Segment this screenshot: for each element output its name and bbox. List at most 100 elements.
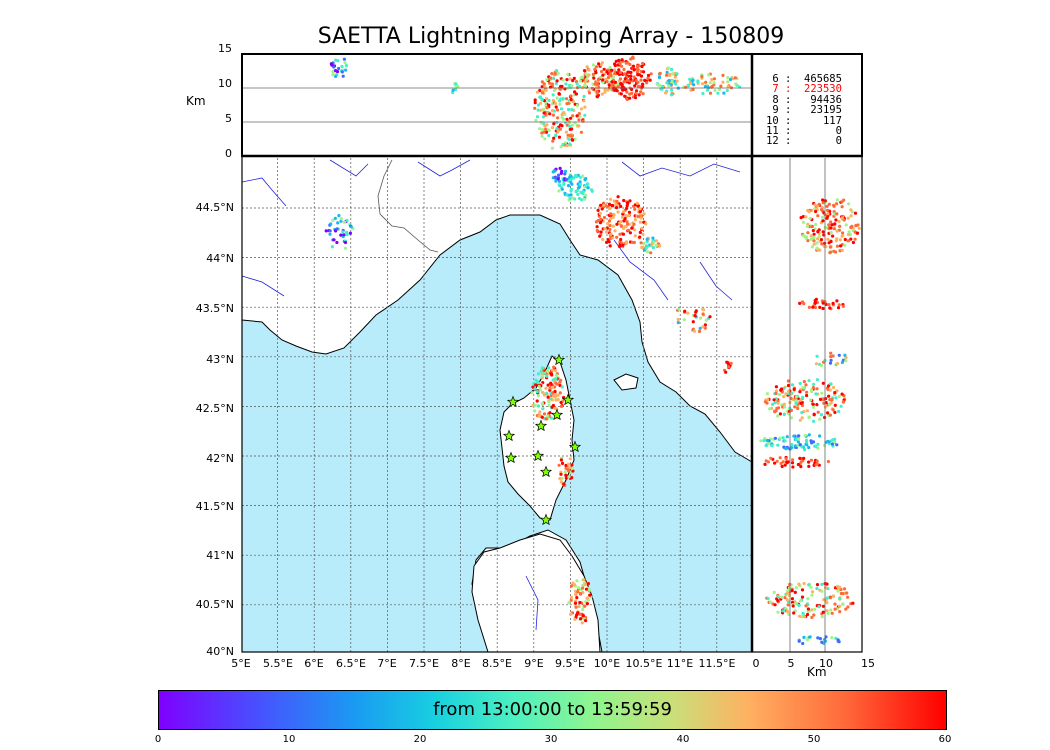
lightning-source — [831, 408, 835, 412]
lightning-source — [587, 91, 592, 95]
lightning-source — [829, 230, 833, 235]
lightning-source — [824, 401, 828, 405]
lightning-source — [649, 251, 653, 255]
lightning-source — [595, 91, 599, 95]
lightning-source — [793, 609, 797, 613]
lightning-source — [826, 208, 830, 212]
lightning-source — [793, 405, 797, 409]
lightning-source — [554, 179, 558, 183]
lightning-source — [843, 353, 847, 357]
lightning-source — [339, 219, 343, 223]
lightning-source — [790, 443, 794, 447]
lightning-source — [704, 318, 708, 322]
lightning-source — [618, 70, 622, 75]
lightning-source — [553, 101, 558, 105]
lightning-source — [807, 210, 811, 214]
lightning-source — [851, 228, 855, 232]
lightning-source — [817, 605, 821, 609]
lightning-source — [613, 63, 617, 68]
lightning-source — [342, 220, 346, 224]
lightning-source — [579, 592, 583, 596]
lightning-source — [815, 459, 819, 463]
lightning-source — [803, 433, 807, 437]
lightning-source — [552, 76, 556, 81]
lightning-source — [821, 219, 825, 223]
lightning-source — [547, 128, 551, 132]
lightning-source — [693, 314, 697, 318]
lightning-source — [548, 411, 552, 415]
lightning-source — [840, 200, 844, 204]
lightning-source — [772, 590, 776, 595]
lightning-source — [786, 383, 791, 388]
lightning-source — [542, 412, 547, 416]
lightning-source — [603, 227, 607, 231]
lightning-source — [806, 231, 810, 235]
lon-tick: 11.5°E — [698, 657, 736, 670]
lightning-source — [569, 598, 573, 602]
lightning-source — [552, 136, 556, 140]
lightning-source — [622, 198, 626, 203]
lightning-source — [828, 596, 833, 600]
lightning-source — [704, 80, 708, 84]
lightning-source — [838, 597, 842, 601]
lightning-source — [556, 393, 560, 397]
lightning-source — [782, 412, 786, 417]
lightning-source — [791, 458, 795, 462]
lightning-source — [534, 118, 538, 122]
station-star-icon — [568, 440, 582, 453]
river — [699, 261, 733, 301]
lightning-source — [646, 76, 650, 80]
lightning-source — [683, 309, 687, 313]
lightning-source — [627, 228, 631, 232]
lightning-source — [791, 604, 795, 608]
lightning-source — [567, 124, 572, 128]
lightning-source — [800, 445, 804, 449]
lightning-source — [832, 440, 836, 444]
lightning-source — [583, 69, 587, 73]
lightning-source — [814, 463, 818, 467]
lightning-source — [550, 82, 554, 86]
lightning-source — [557, 92, 561, 96]
lightning-source — [550, 109, 555, 113]
lightning-source — [584, 193, 588, 197]
lightning-source — [686, 83, 690, 87]
lightning-source — [713, 88, 717, 92]
lightning-source — [562, 111, 566, 115]
lightning-source — [813, 203, 817, 207]
lightning-source — [776, 401, 780, 405]
lightning-source — [543, 137, 547, 141]
lightning-source — [566, 467, 570, 471]
lightning-source — [701, 91, 705, 96]
lightning-source — [708, 81, 712, 85]
lightning-source — [608, 72, 612, 76]
lon-tick: 8.5°E — [482, 657, 512, 670]
lightning-source — [642, 241, 646, 246]
lightning-source — [571, 138, 575, 142]
lightning-source — [816, 442, 820, 446]
lightning-source — [637, 93, 641, 97]
lightning-source — [818, 248, 822, 252]
lightning-source — [821, 610, 825, 614]
lightning-source — [809, 237, 813, 241]
lightning-source — [536, 372, 541, 376]
lightning-source — [825, 609, 829, 613]
lightning-source — [769, 456, 773, 460]
lightning-source — [666, 66, 670, 70]
lightning-source — [701, 312, 705, 316]
lightning-source — [641, 61, 645, 66]
lightning-source — [328, 232, 332, 236]
lon-tick: 5.5°E — [263, 657, 293, 670]
lightning-source — [819, 413, 824, 417]
lightning-source — [645, 250, 650, 254]
lightning-source — [559, 107, 564, 111]
top-y-tick: 0 — [225, 147, 232, 160]
lightning-source — [606, 76, 611, 80]
lightning-source — [846, 605, 850, 609]
station-star-icon — [506, 395, 520, 408]
lightning-source — [812, 242, 816, 246]
lightning-source — [628, 92, 632, 96]
lightning-source — [607, 207, 612, 211]
lightning-source — [533, 409, 537, 413]
lightning-source — [540, 134, 544, 138]
altitude-count-row: 7 : 223530 — [766, 83, 842, 96]
